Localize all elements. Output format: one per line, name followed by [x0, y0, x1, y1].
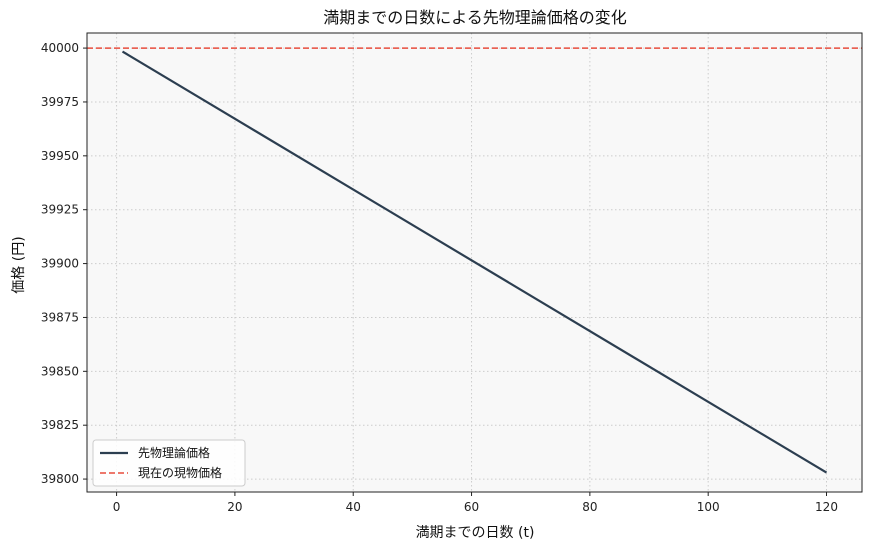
x-tick-label: 120: [815, 500, 838, 514]
x-tick-label: 0: [113, 500, 121, 514]
x-tick-label: 100: [697, 500, 720, 514]
legend-label: 現在の現物価格: [138, 465, 222, 480]
plot-frame: [86, 32, 863, 493]
y-axis-label: 価格 (円): [11, 236, 27, 293]
axis-ticks: 0 20 40 60 80 100 120 39800 39825 39850 39875 39900…: [41, 41, 838, 514]
y-tick-label: 39875: [41, 310, 79, 324]
legend-label: 先物理論価格: [138, 445, 210, 460]
y-tick-label: 39800: [41, 472, 79, 486]
y-tick-label: 39950: [41, 149, 79, 163]
chart-title: 満期までの日数による先物理論価格の変化: [323, 8, 627, 27]
y-tick-label: 40000: [41, 41, 79, 55]
y-tick-label: 39850: [41, 364, 79, 378]
y-tick-label: 39925: [41, 203, 79, 217]
y-tick-label: 39825: [41, 418, 79, 432]
x-axis-label: 満期までの日数 (t): [416, 525, 535, 541]
x-tick-label: 60: [464, 500, 479, 514]
series-layer: [87, 47, 862, 474]
y-tick-label: 39900: [41, 257, 79, 271]
legend-box: [92, 439, 246, 487]
y-tick-label: 39975: [41, 95, 79, 109]
futures-price-line: [121, 50, 828, 474]
x-tick-label: 80: [582, 500, 597, 514]
x-tick-label: 20: [227, 500, 242, 514]
x-tick-label: 40: [346, 500, 361, 514]
